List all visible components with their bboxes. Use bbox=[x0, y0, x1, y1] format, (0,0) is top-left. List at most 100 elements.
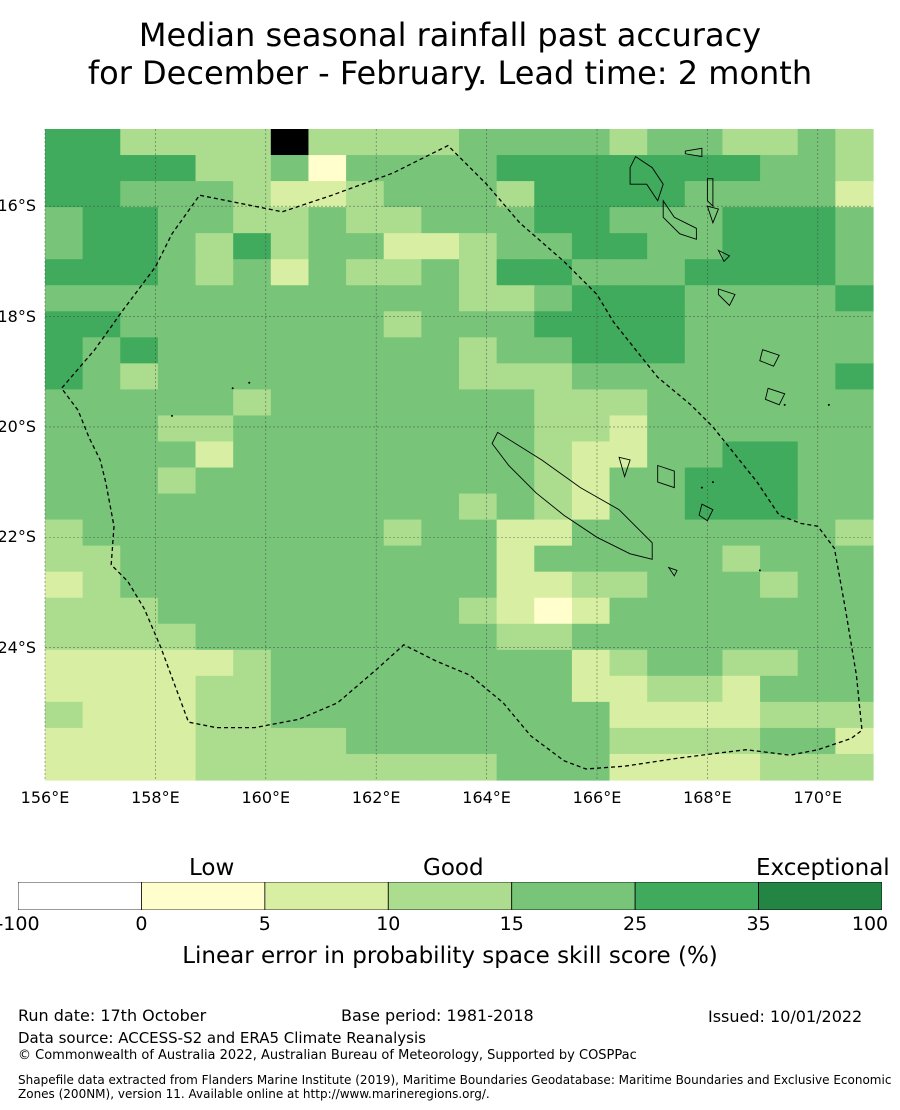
skill-cell bbox=[797, 155, 836, 182]
skill-cell bbox=[647, 753, 686, 781]
skill-cell bbox=[157, 519, 197, 547]
skill-cell bbox=[571, 701, 611, 729]
skill-cell bbox=[270, 493, 310, 521]
skill-cell bbox=[609, 675, 648, 703]
skill-cell bbox=[647, 571, 686, 599]
skill-cell bbox=[835, 519, 874, 547]
skill-cell bbox=[835, 701, 874, 729]
skill-cell bbox=[797, 467, 836, 495]
skill-cell bbox=[609, 285, 648, 312]
latitude-tick-label: 18°S bbox=[0, 306, 36, 326]
skill-cell bbox=[308, 467, 347, 495]
skill-cell bbox=[233, 727, 272, 755]
skill-cell bbox=[760, 285, 799, 312]
skill-cell bbox=[120, 675, 159, 703]
skill-cell bbox=[421, 337, 460, 364]
skill-cell bbox=[82, 259, 121, 286]
skill-cell bbox=[760, 441, 799, 469]
colorbar-tick-label: 100 bbox=[851, 913, 889, 935]
skill-cell bbox=[835, 493, 874, 521]
skill-cell bbox=[684, 129, 724, 156]
skill-cell bbox=[609, 389, 648, 417]
skill-cell bbox=[534, 753, 573, 781]
skill-cell bbox=[534, 337, 573, 364]
skill-cell bbox=[308, 675, 347, 703]
skill-cell bbox=[45, 259, 84, 286]
skill-cell bbox=[722, 623, 761, 651]
skill-cell bbox=[797, 337, 836, 364]
skill-cell bbox=[346, 571, 385, 599]
skill-cell bbox=[346, 363, 385, 390]
skill-cell bbox=[383, 571, 422, 599]
skill-cell bbox=[195, 155, 234, 182]
skill-cell bbox=[82, 181, 121, 208]
skill-cell bbox=[835, 207, 874, 234]
skill-cell bbox=[722, 389, 761, 417]
skill-cell bbox=[722, 467, 761, 495]
skill-cell bbox=[383, 311, 422, 338]
skill-cell bbox=[346, 441, 385, 469]
skill-cell bbox=[835, 129, 874, 156]
skill-cell bbox=[346, 623, 385, 651]
skill-cell bbox=[270, 415, 310, 443]
skill-cell bbox=[195, 519, 234, 547]
skill-cell bbox=[684, 467, 724, 495]
skill-cell bbox=[233, 441, 272, 469]
skill-cell bbox=[157, 259, 197, 286]
skill-cell bbox=[82, 337, 121, 364]
skill-cell bbox=[797, 415, 836, 443]
skill-cell bbox=[534, 129, 573, 156]
skill-cell bbox=[383, 597, 422, 625]
colorbar-tick-label: 0 bbox=[135, 913, 148, 935]
skill-cell bbox=[496, 311, 535, 338]
skill-cell bbox=[346, 207, 385, 234]
skill-cell bbox=[647, 233, 686, 260]
skill-cell bbox=[120, 389, 159, 417]
skill-cell bbox=[45, 493, 84, 521]
skill-cell bbox=[120, 155, 159, 182]
skill-cell bbox=[45, 155, 84, 182]
skill-cell bbox=[383, 285, 422, 312]
skill-cell bbox=[270, 311, 310, 338]
skill-cell bbox=[722, 493, 761, 521]
skill-cell bbox=[647, 337, 686, 364]
skill-cell bbox=[157, 467, 197, 495]
skill-cell bbox=[797, 207, 836, 234]
skill-cell bbox=[157, 441, 197, 469]
skill-cell bbox=[835, 441, 874, 469]
longitude-tick-label: 168°E bbox=[683, 788, 732, 807]
skill-cell bbox=[571, 467, 611, 495]
skill-cell bbox=[270, 753, 310, 781]
skill-cell bbox=[120, 181, 159, 208]
skill-cell bbox=[270, 259, 310, 286]
skill-cell bbox=[459, 233, 498, 260]
skill-cell bbox=[684, 649, 724, 677]
skill-cell bbox=[120, 441, 159, 469]
skill-cell bbox=[835, 363, 874, 390]
skill-cell bbox=[684, 493, 724, 521]
skill-cell bbox=[308, 701, 347, 729]
skill-cell bbox=[308, 571, 347, 599]
skill-cell bbox=[195, 493, 234, 521]
skill-cell bbox=[534, 519, 573, 547]
skill-cell bbox=[120, 545, 159, 573]
skill-cell bbox=[195, 753, 234, 781]
skill-cell bbox=[609, 545, 648, 573]
skill-cell bbox=[684, 389, 724, 417]
small-island bbox=[248, 381, 251, 384]
coastline bbox=[706, 205, 720, 225]
skill-cell bbox=[346, 597, 385, 625]
skill-cell bbox=[609, 181, 648, 208]
skill-cell bbox=[195, 129, 234, 156]
skill-cell bbox=[421, 727, 460, 755]
skill-cell bbox=[421, 129, 460, 156]
skill-cell bbox=[233, 415, 272, 443]
skill-cell bbox=[496, 597, 535, 625]
skill-cell bbox=[571, 389, 611, 417]
skill-cell bbox=[270, 597, 310, 625]
skill-cell bbox=[684, 337, 724, 364]
skill-cell bbox=[760, 363, 799, 390]
skill-cell bbox=[835, 597, 874, 625]
skill-cell bbox=[383, 545, 422, 573]
skill-cell bbox=[760, 519, 799, 547]
